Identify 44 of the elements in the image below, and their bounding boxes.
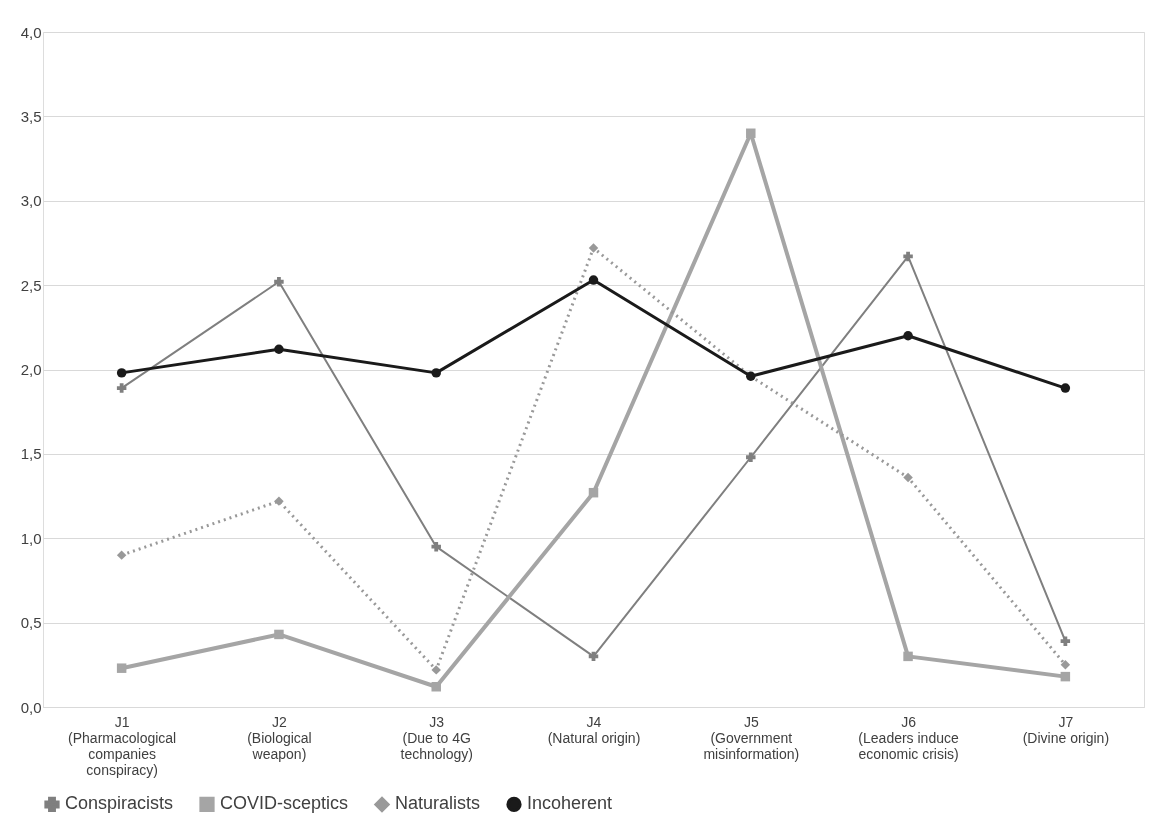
x-tick-label: J5 (Government misinformation) (703, 713, 800, 762)
point (274, 629, 284, 640)
point (1060, 383, 1071, 393)
y-tick-label: 2,0 (20, 361, 42, 378)
y-tick-label: 3,0 (20, 192, 42, 210)
y-tick-label: 0,0 (20, 698, 42, 716)
x-tick-label: J1 (Pharmacological companies conspiracy) (68, 713, 177, 778)
y-tick-label: 4,0 (20, 23, 42, 41)
x-tick-label: J4 (Natural origin) (547, 713, 641, 746)
y-tick-label: 3,5 (20, 107, 42, 125)
y-tick-label: 1,5 (20, 445, 42, 463)
legend-label: COVID-sceptics (220, 793, 349, 814)
y-tick-label: 0,5 (20, 614, 42, 632)
y-tick-label: 2,5 (20, 276, 42, 294)
point (116, 368, 127, 378)
point (588, 487, 599, 498)
point (274, 344, 284, 354)
point (116, 663, 127, 673)
point (903, 251, 913, 262)
point (1060, 671, 1071, 682)
x-tick-label: J7 (Divine origin) (1022, 713, 1110, 746)
point (746, 452, 756, 462)
point (903, 651, 913, 662)
point (116, 550, 127, 560)
point (274, 277, 284, 287)
point (903, 472, 913, 483)
point (1060, 636, 1071, 646)
x-tick-label: J6 (Leaders induce economic crisis) (858, 713, 959, 762)
point (431, 541, 441, 552)
point (431, 665, 441, 675)
point (746, 128, 756, 138)
point (588, 243, 599, 253)
point (116, 383, 127, 393)
legend-label: Conspiracists (65, 793, 174, 814)
point (588, 275, 599, 285)
point (1060, 660, 1071, 670)
point (431, 682, 441, 692)
legend-label: Naturalists (395, 793, 481, 814)
legend-label: Incoherent (527, 793, 613, 814)
point (903, 331, 913, 341)
y-tick-label: 1,0 (20, 529, 42, 547)
point (431, 368, 441, 378)
x-tick-label: J3 (Due to 4G technology) (400, 713, 473, 762)
x-tick-label: J2 (Biological weapon) (247, 713, 312, 762)
